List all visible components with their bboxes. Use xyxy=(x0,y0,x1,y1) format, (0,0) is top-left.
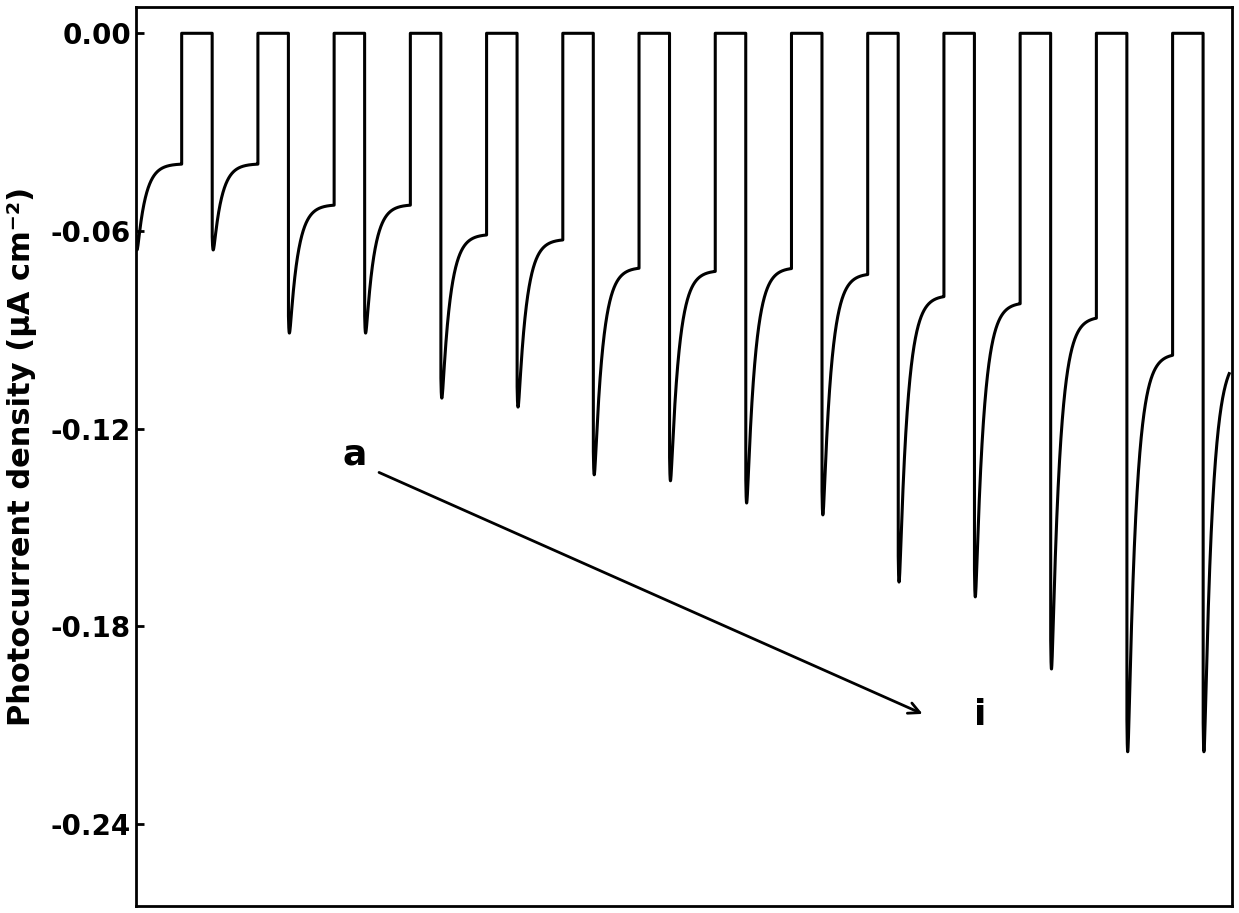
Text: a: a xyxy=(343,438,367,472)
Text: i: i xyxy=(974,698,986,732)
Y-axis label: Photocurrent density (μA cm⁻²): Photocurrent density (μA cm⁻²) xyxy=(7,187,37,726)
